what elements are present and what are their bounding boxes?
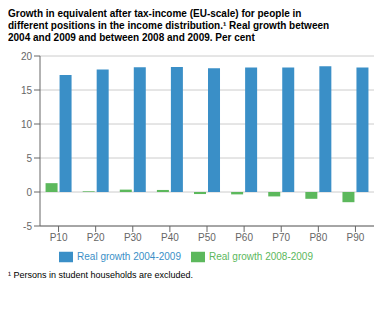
html-text:¹ Persons in student household: ¹ Persons in student households are excl… bbox=[8, 270, 194, 280]
svg-text:P20: P20 bbox=[87, 232, 105, 243]
svg-text:P80: P80 bbox=[309, 232, 327, 243]
svg-text:P40: P40 bbox=[161, 232, 179, 243]
svg-text:-5: -5 bbox=[23, 221, 32, 232]
svg-text:P10: P10 bbox=[50, 232, 68, 243]
svg-text:15: 15 bbox=[21, 85, 33, 96]
svg-text:10: 10 bbox=[21, 119, 33, 130]
svg-text:P60: P60 bbox=[235, 232, 253, 243]
svg-text:0: 0 bbox=[26, 187, 32, 198]
svg-text:20: 20 bbox=[21, 51, 33, 62]
html-text:Real growth 2004-2009: Real growth 2004-2009 bbox=[77, 250, 181, 262]
svg-text:P50: P50 bbox=[198, 232, 216, 243]
svg-text:P70: P70 bbox=[272, 232, 290, 243]
svg-text:P30: P30 bbox=[124, 232, 142, 243]
svg-text:P90: P90 bbox=[347, 232, 365, 243]
svg-text:5: 5 bbox=[26, 153, 32, 164]
html-text:Real growth 2008-2009: Real growth 2008-2009 bbox=[209, 250, 313, 262]
html-text:Growth in equivalent after tax: Growth in equivalent after tax-income (E… bbox=[8, 8, 330, 43]
